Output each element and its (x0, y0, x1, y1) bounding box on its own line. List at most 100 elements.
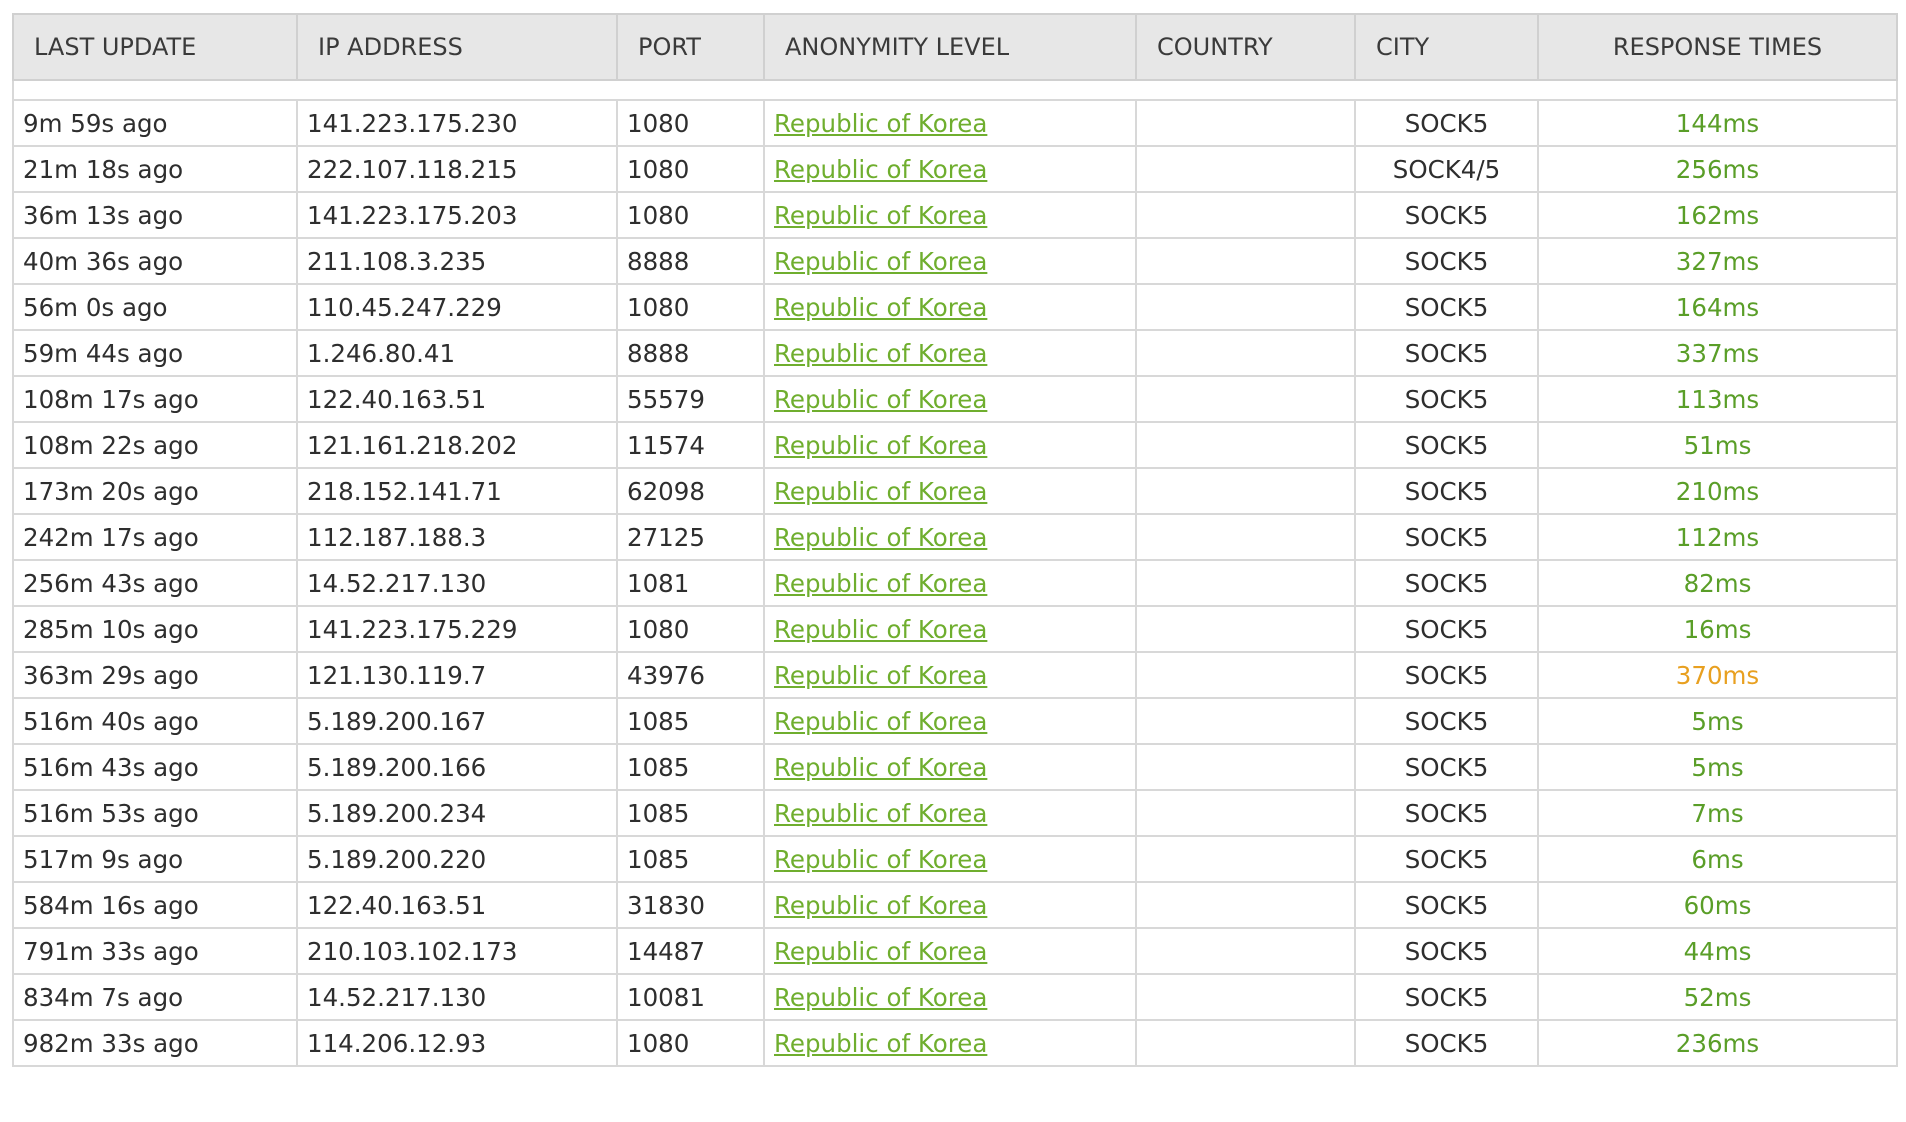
last-update-cell: 285m 10s ago (12, 605, 298, 653)
country-link[interactable]: Republic of Korea (774, 108, 988, 138)
header-response-times[interactable]: RESPONSE TIMES (1537, 13, 1898, 81)
country-cell (1135, 697, 1356, 745)
country-link[interactable]: Republic of Korea (774, 246, 988, 276)
country-cell (1135, 467, 1356, 515)
response-time-value: 327ms (1675, 246, 1760, 276)
table-row: 516m 43s ago 5.189.200.166 1085 Republic of… (12, 743, 1898, 791)
anonymity-cell: Republic of Korea (763, 651, 1137, 699)
country-cell (1135, 237, 1356, 285)
proxy-table-container: LAST UPDATE IP ADDRESS PORT ANONYMITY LE… (12, 13, 1898, 1067)
city-cell: SOCK5 (1354, 375, 1539, 423)
port-cell: 31830 (616, 881, 765, 929)
response-time-cell: 51ms (1537, 421, 1898, 469)
table-row: 834m 7s ago 14.52.217.130 10081 Republic of… (12, 973, 1898, 1021)
country-link[interactable]: Republic of Korea (774, 798, 988, 828)
response-time-value: 82ms (1683, 568, 1752, 598)
anonymity-cell: Republic of Korea (763, 99, 1137, 147)
header-port[interactable]: PORT (616, 13, 765, 81)
country-link[interactable]: Republic of Korea (774, 384, 988, 414)
ip-address-cell: 14.52.217.130 (296, 973, 618, 1021)
country-cell (1135, 191, 1356, 239)
country-link[interactable]: Republic of Korea (774, 660, 988, 690)
anonymity-cell: Republic of Korea (763, 743, 1137, 791)
ip-address-cell: 112.187.188.3 (296, 513, 618, 561)
city-cell: SOCK5 (1354, 789, 1539, 837)
response-time-cell: 162ms (1537, 191, 1898, 239)
anonymity-cell: Republic of Korea (763, 789, 1137, 837)
last-update-cell: 516m 40s ago (12, 697, 298, 745)
table-row: 516m 53s ago 5.189.200.234 1085 Republic of… (12, 789, 1898, 837)
response-time-cell: 5ms (1537, 743, 1898, 791)
country-link[interactable]: Republic of Korea (774, 568, 988, 598)
response-time-value: 112ms (1675, 522, 1760, 552)
last-update-cell: 242m 17s ago (12, 513, 298, 561)
last-update-cell: 516m 53s ago (12, 789, 298, 837)
last-update-cell: 982m 33s ago (12, 1019, 298, 1067)
country-link[interactable]: Republic of Korea (774, 430, 988, 460)
country-link[interactable]: Republic of Korea (774, 154, 988, 184)
city-cell: SOCK5 (1354, 697, 1539, 745)
table-row: 59m 44s ago 1.246.80.41 8888 Republic of Ko… (12, 329, 1898, 377)
city-cell: SOCK5 (1354, 927, 1539, 975)
response-time-cell: 7ms (1537, 789, 1898, 837)
port-cell: 43976 (616, 651, 765, 699)
anonymity-cell: Republic of Korea (763, 283, 1137, 331)
country-link[interactable]: Republic of Korea (774, 338, 988, 368)
city-cell: SOCK5 (1354, 973, 1539, 1021)
header-last-update[interactable]: LAST UPDATE (12, 13, 298, 81)
country-link[interactable]: Republic of Korea (774, 292, 988, 322)
country-link[interactable]: Republic of Korea (774, 706, 988, 736)
header-city[interactable]: CITY (1354, 13, 1539, 81)
country-cell (1135, 651, 1356, 699)
country-cell (1135, 927, 1356, 975)
country-link[interactable]: Republic of Korea (774, 752, 988, 782)
table-row: 56m 0s ago 110.45.247.229 1080 Republic of … (12, 283, 1898, 331)
city-cell: SOCK5 (1354, 881, 1539, 929)
response-time-cell: 52ms (1537, 973, 1898, 1021)
country-cell (1135, 789, 1356, 837)
table-row: 584m 16s ago 122.40.163.51 31830 Republic o… (12, 881, 1898, 929)
country-link[interactable]: Republic of Korea (774, 1028, 988, 1058)
last-update-cell: 834m 7s ago (12, 973, 298, 1021)
port-cell: 8888 (616, 329, 765, 377)
response-time-cell: 16ms (1537, 605, 1898, 653)
table-row: 516m 40s ago 5.189.200.167 1085 Republic of… (12, 697, 1898, 745)
table-row: 982m 33s ago 114.206.12.93 1080 Republic of… (12, 1019, 1898, 1067)
ip-address-cell: 5.189.200.166 (296, 743, 618, 791)
city-cell: SOCK5 (1354, 1019, 1539, 1067)
ip-address-cell: 210.103.102.173 (296, 927, 618, 975)
city-cell: SOCK5 (1354, 191, 1539, 239)
table-row: 108m 22s ago 121.161.218.202 11574 Republic… (12, 421, 1898, 469)
last-update-cell: 56m 0s ago (12, 283, 298, 331)
spacer-cell (12, 79, 1898, 101)
country-link[interactable]: Republic of Korea (774, 522, 988, 552)
country-link[interactable]: Republic of Korea (774, 982, 988, 1012)
header-country[interactable]: COUNTRY (1135, 13, 1356, 81)
last-update-cell: 9m 59s ago (12, 99, 298, 147)
country-cell (1135, 743, 1356, 791)
country-link[interactable]: Republic of Korea (774, 476, 988, 506)
last-update-cell: 363m 29s ago (12, 651, 298, 699)
response-time-value: 164ms (1675, 292, 1760, 322)
proxy-table: LAST UPDATE IP ADDRESS PORT ANONYMITY LE… (12, 13, 1898, 1067)
header-anonymity-level[interactable]: ANONYMITY LEVEL (763, 13, 1137, 81)
ip-address-cell: 5.189.200.234 (296, 789, 618, 837)
header-ip-address[interactable]: IP ADDRESS (296, 13, 618, 81)
table-row: 9m 59s ago 141.223.175.230 1080 Republic of… (12, 99, 1898, 147)
country-cell (1135, 559, 1356, 607)
port-cell: 11574 (616, 421, 765, 469)
country-link[interactable]: Republic of Korea (774, 844, 988, 874)
response-time-value: 210ms (1675, 476, 1760, 506)
country-link[interactable]: Republic of Korea (774, 890, 988, 920)
city-cell: SOCK5 (1354, 421, 1539, 469)
country-link[interactable]: Republic of Korea (774, 936, 988, 966)
response-time-value: 337ms (1675, 338, 1760, 368)
anonymity-cell: Republic of Korea (763, 559, 1137, 607)
response-time-cell: 210ms (1537, 467, 1898, 515)
country-link[interactable]: Republic of Korea (774, 200, 988, 230)
country-link[interactable]: Republic of Korea (774, 614, 988, 644)
last-update-cell: 108m 22s ago (12, 421, 298, 469)
response-time-cell: 144ms (1537, 99, 1898, 147)
city-cell: SOCK5 (1354, 513, 1539, 561)
anonymity-cell: Republic of Korea (763, 1019, 1137, 1067)
